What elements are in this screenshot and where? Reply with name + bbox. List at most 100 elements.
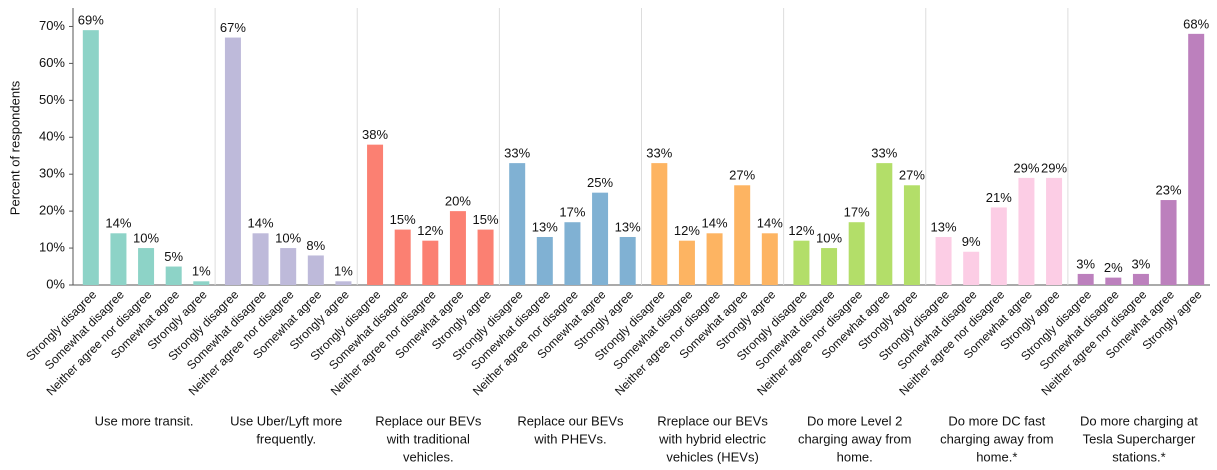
bar <box>935 236 952 285</box>
value-label: 15% <box>390 212 416 227</box>
y-tick-label: 0% <box>46 276 65 291</box>
value-label: 14% <box>248 216 274 231</box>
group-label: Use Uber/Lyft more <box>230 413 342 428</box>
bar <box>990 207 1007 285</box>
group-label: vehicles (HEVs) <box>666 449 758 464</box>
bar <box>193 281 210 285</box>
value-label: 23% <box>1156 182 1182 197</box>
value-label: 12% <box>788 223 814 238</box>
group-label: Do more charging at <box>1080 413 1198 428</box>
y-tick-label: 60% <box>39 55 65 70</box>
group-label: Rreplace our BEVs <box>657 413 768 428</box>
group-label: home. <box>837 449 873 464</box>
bar <box>110 233 127 285</box>
y-tick-label: 20% <box>39 203 65 218</box>
y-tick-label: 50% <box>39 92 65 107</box>
group-label: Do more Level 2 <box>807 413 902 428</box>
value-label: 2% <box>1104 260 1123 275</box>
value-label: 10% <box>275 231 301 246</box>
value-label: 3% <box>1132 256 1151 271</box>
value-label: 8% <box>306 238 325 253</box>
bar <box>307 255 324 285</box>
bar <box>394 229 411 285</box>
bar <box>1160 200 1177 285</box>
y-axis-label: Percent of respondents <box>7 80 22 215</box>
bar <box>224 37 241 286</box>
group-label: Tesla Supercharger <box>1083 431 1196 446</box>
bar <box>1046 177 1063 285</box>
value-label: 20% <box>445 194 471 209</box>
value-label: 14% <box>757 216 783 231</box>
group-label: Do more DC fast <box>948 413 1045 428</box>
value-label: 33% <box>504 146 530 161</box>
value-label: 17% <box>844 205 870 220</box>
bar <box>592 192 609 285</box>
y-tick-label: 10% <box>39 240 65 255</box>
y-tick-label: 40% <box>39 129 65 144</box>
bar <box>793 240 810 285</box>
value-label: 14% <box>105 216 131 231</box>
bar <box>963 251 980 285</box>
value-label: 12% <box>417 223 443 238</box>
bar <box>335 281 352 285</box>
group-label: Use more transit. <box>95 413 194 428</box>
bar <box>1077 273 1094 285</box>
bar <box>252 233 269 285</box>
bar <box>706 233 723 285</box>
value-label: 29% <box>1013 160 1039 175</box>
bar <box>1188 33 1205 285</box>
bar <box>536 236 553 285</box>
value-label: 14% <box>702 216 728 231</box>
value-label: 68% <box>1183 16 1209 31</box>
value-label: 33% <box>646 146 672 161</box>
bar <box>761 233 778 285</box>
bar <box>367 144 384 285</box>
value-label: 27% <box>899 168 925 183</box>
bar <box>619 236 636 285</box>
value-label: 33% <box>871 146 897 161</box>
value-label: 3% <box>1076 256 1095 271</box>
value-label: 38% <box>362 127 388 142</box>
group-label: charging away from <box>798 431 911 446</box>
bar <box>477 229 494 285</box>
bar <box>651 163 668 285</box>
bar <box>1018 177 1035 285</box>
value-label: 13% <box>532 219 558 234</box>
group-label: with hybrid electric <box>658 431 766 446</box>
value-label: 10% <box>133 231 159 246</box>
value-label: 1% <box>334 264 353 279</box>
value-label: 21% <box>986 190 1012 205</box>
value-label: 1% <box>192 264 211 279</box>
bar <box>138 248 155 285</box>
bar <box>876 163 893 285</box>
value-label: 15% <box>473 212 499 227</box>
group-label: Replace our BEVs <box>517 413 624 428</box>
value-label: 29% <box>1041 160 1067 175</box>
y-tick-label: 30% <box>39 166 65 181</box>
bar <box>678 240 695 285</box>
group-label: vehicles. <box>403 449 454 464</box>
y-tick-label: 70% <box>39 18 65 33</box>
bar <box>903 185 920 285</box>
bar <box>1105 277 1122 285</box>
group-label: frequently. <box>256 431 316 446</box>
value-label: 5% <box>164 249 183 264</box>
bar <box>848 222 865 285</box>
value-label: 25% <box>587 175 613 190</box>
group-label: Replace our BEVs <box>375 413 482 428</box>
group-label: home.* <box>976 449 1017 464</box>
value-label: 27% <box>729 168 755 183</box>
value-label: 69% <box>78 13 104 28</box>
bar <box>734 185 751 285</box>
bar <box>165 266 182 285</box>
bar <box>1132 273 1149 285</box>
value-label: 12% <box>674 223 700 238</box>
bar <box>509 163 526 285</box>
bar <box>280 248 297 285</box>
group-label: stations.* <box>1112 449 1165 464</box>
bar <box>422 240 439 285</box>
value-label: 13% <box>931 219 957 234</box>
group-label: charging away from <box>940 431 1053 446</box>
value-label: 17% <box>559 205 585 220</box>
